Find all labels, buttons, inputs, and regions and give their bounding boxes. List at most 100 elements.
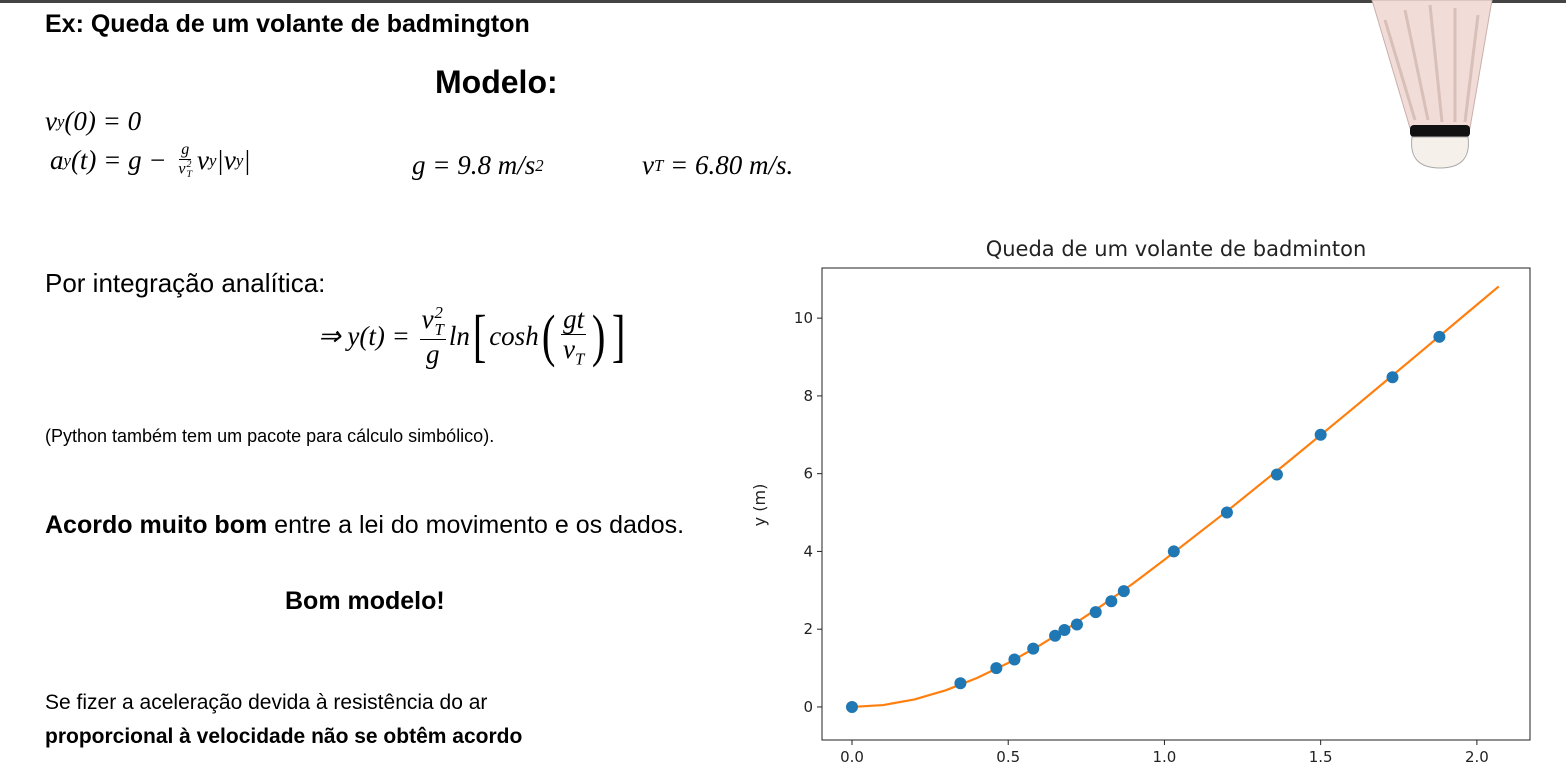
- paragraph: Acordo muito bom entre a lei do moviment…: [45, 507, 725, 543]
- data-point: [1167, 545, 1180, 558]
- data-point: [1089, 606, 1102, 619]
- delimiter: ): [592, 303, 606, 369]
- shuttle-feather-lines: [1383, 4, 1480, 123]
- bold-text: Acordo muito bom: [45, 511, 268, 539]
- math-symbol: a: [50, 145, 64, 176]
- data-point: [1433, 330, 1446, 343]
- data-point: [1105, 595, 1118, 608]
- equation: g = 9.8 m/s 2: [412, 150, 544, 181]
- x-tick-label: 1.0: [1153, 748, 1177, 766]
- shuttle-cork: [1411, 136, 1469, 169]
- data-point: [1117, 585, 1130, 598]
- y-tick-label: 8: [803, 387, 813, 405]
- data-point: [1314, 428, 1327, 441]
- data-point: [954, 677, 967, 690]
- section-title: Modelo:: [435, 64, 558, 100]
- math-text: ln: [448, 320, 470, 351]
- y-tick-label: 6: [803, 465, 813, 483]
- data-point: [1386, 371, 1399, 384]
- math-symbol: v: [421, 304, 434, 334]
- math-text: |: [243, 145, 251, 176]
- math-text: ⇒ y(t) =: [318, 320, 417, 351]
- y-tick-label: 4: [803, 542, 813, 560]
- data-point: [1058, 623, 1071, 636]
- shuttle-band: [1410, 125, 1470, 137]
- math-symbol: v: [563, 333, 576, 364]
- text: Bom modelo!: [285, 587, 445, 615]
- superscript: 2: [186, 158, 192, 170]
- shuttle-feathers: [1371, 0, 1493, 129]
- text: Se fizer a aceleração devida à resistênc…: [45, 691, 488, 714]
- superscript: 2: [535, 155, 544, 175]
- chart-title: Queda de um volante de badminton: [986, 237, 1367, 261]
- math-text: = 6.80 m/s.: [663, 150, 794, 180]
- plot-frame: [821, 267, 1531, 741]
- text: entre a lei do movimento e os dados.: [267, 511, 685, 539]
- slide-border: [0, 0, 1566, 3]
- math-text: |: [216, 145, 224, 176]
- fraction: gt vT: [561, 304, 587, 369]
- subscript: T: [434, 319, 444, 339]
- x-tick-label: 0.0: [840, 748, 864, 766]
- y-tick-label: 10: [794, 309, 813, 327]
- math-symbol: v: [197, 145, 209, 176]
- equation: v y (0) = 0: [45, 106, 141, 137]
- delimiter: ]: [611, 303, 626, 369]
- text: proporcional à velocidade não se obtêm a…: [45, 725, 523, 748]
- data-point: [1049, 629, 1062, 642]
- math-symbol: v: [178, 160, 186, 178]
- data-point: [845, 700, 858, 713]
- text: Por integração analítica:: [45, 268, 326, 298]
- y-tick-label: 2: [803, 620, 813, 638]
- superscript: 2: [434, 303, 443, 323]
- math-text: g: [181, 141, 190, 158]
- y-axis-label: y (m): [750, 484, 769, 527]
- math-text: g = 9.8: [412, 150, 498, 180]
- subscript: T: [575, 349, 585, 369]
- y-tick-label: 0: [803, 698, 813, 716]
- math-text: cosh: [489, 320, 539, 351]
- math-symbol: v: [642, 150, 654, 180]
- subscript: y: [208, 150, 217, 170]
- data-point: [1027, 642, 1040, 655]
- denominator: g: [424, 338, 442, 369]
- x-axis-label: t (s): [1160, 775, 1192, 777]
- subscript: y: [63, 150, 71, 170]
- x-tick-label: 2.0: [1465, 748, 1489, 766]
- denominator: vT: [561, 333, 586, 369]
- data-point: [1220, 506, 1233, 519]
- data-point: [1070, 618, 1083, 631]
- subscript: T: [653, 155, 664, 175]
- math-text: (0) = 0: [64, 106, 142, 136]
- math-symbol: m/s: [497, 150, 536, 180]
- x-tick-label: 0.5: [996, 748, 1020, 766]
- x-tick-label: 1.5: [1309, 748, 1333, 766]
- delimiter: [: [472, 303, 487, 369]
- math-symbol: v: [45, 106, 57, 136]
- data-point: [1008, 653, 1021, 666]
- subscript: T: [186, 168, 192, 180]
- numerator: g: [179, 141, 192, 160]
- math-text: g: [425, 338, 440, 369]
- subscript: y: [235, 150, 244, 170]
- data-point: [1270, 468, 1283, 481]
- math-text: (t) = g −: [70, 145, 174, 176]
- math-text: gt: [563, 304, 585, 335]
- math-symbol: v: [223, 145, 236, 176]
- subscript: y: [56, 111, 65, 131]
- text: (Python também tem um pacote para cálcul…: [45, 426, 495, 446]
- data-point: [990, 662, 1003, 675]
- shuttlecock: [1371, 0, 1493, 169]
- model-curve: [851, 285, 1500, 709]
- numerator: gt: [561, 304, 587, 335]
